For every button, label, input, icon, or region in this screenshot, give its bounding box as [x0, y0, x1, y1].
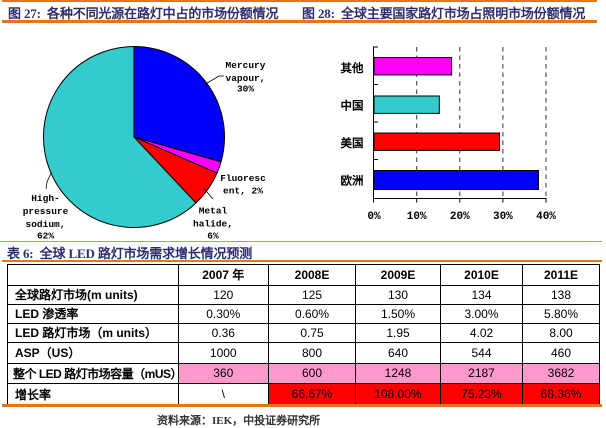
svg-text:30%: 30%: [237, 84, 254, 95]
svg-text:10%: 10%: [407, 211, 427, 223]
svg-text:vapour,: vapour,: [226, 73, 266, 84]
svg-text:其他: 其他: [341, 61, 364, 75]
svg-text:sodium,: sodium,: [26, 219, 66, 230]
svg-text:0%: 0%: [367, 211, 381, 223]
svg-text:中国: 中国: [341, 99, 364, 113]
svg-text:40%: 40%: [536, 211, 556, 223]
svg-text:62%: 62%: [37, 231, 54, 242]
svg-text:Fluoresc: Fluoresc: [220, 173, 266, 184]
svg-text:Mercury: Mercury: [226, 60, 266, 71]
svg-text:欧洲: 欧洲: [341, 174, 364, 188]
svg-text:20%: 20%: [450, 211, 470, 223]
svg-text:ent, 2%: ent, 2%: [223, 186, 263, 197]
svg-text:6%: 6%: [207, 231, 219, 242]
svg-text:美国: 美国: [341, 136, 364, 150]
svg-text:30%: 30%: [493, 211, 513, 223]
svg-text:halide,: halide,: [193, 219, 233, 230]
svg-text:Metal: Metal: [199, 206, 228, 217]
svg-text:High-: High-: [31, 193, 60, 204]
svg-text:pressure: pressure: [23, 206, 69, 217]
